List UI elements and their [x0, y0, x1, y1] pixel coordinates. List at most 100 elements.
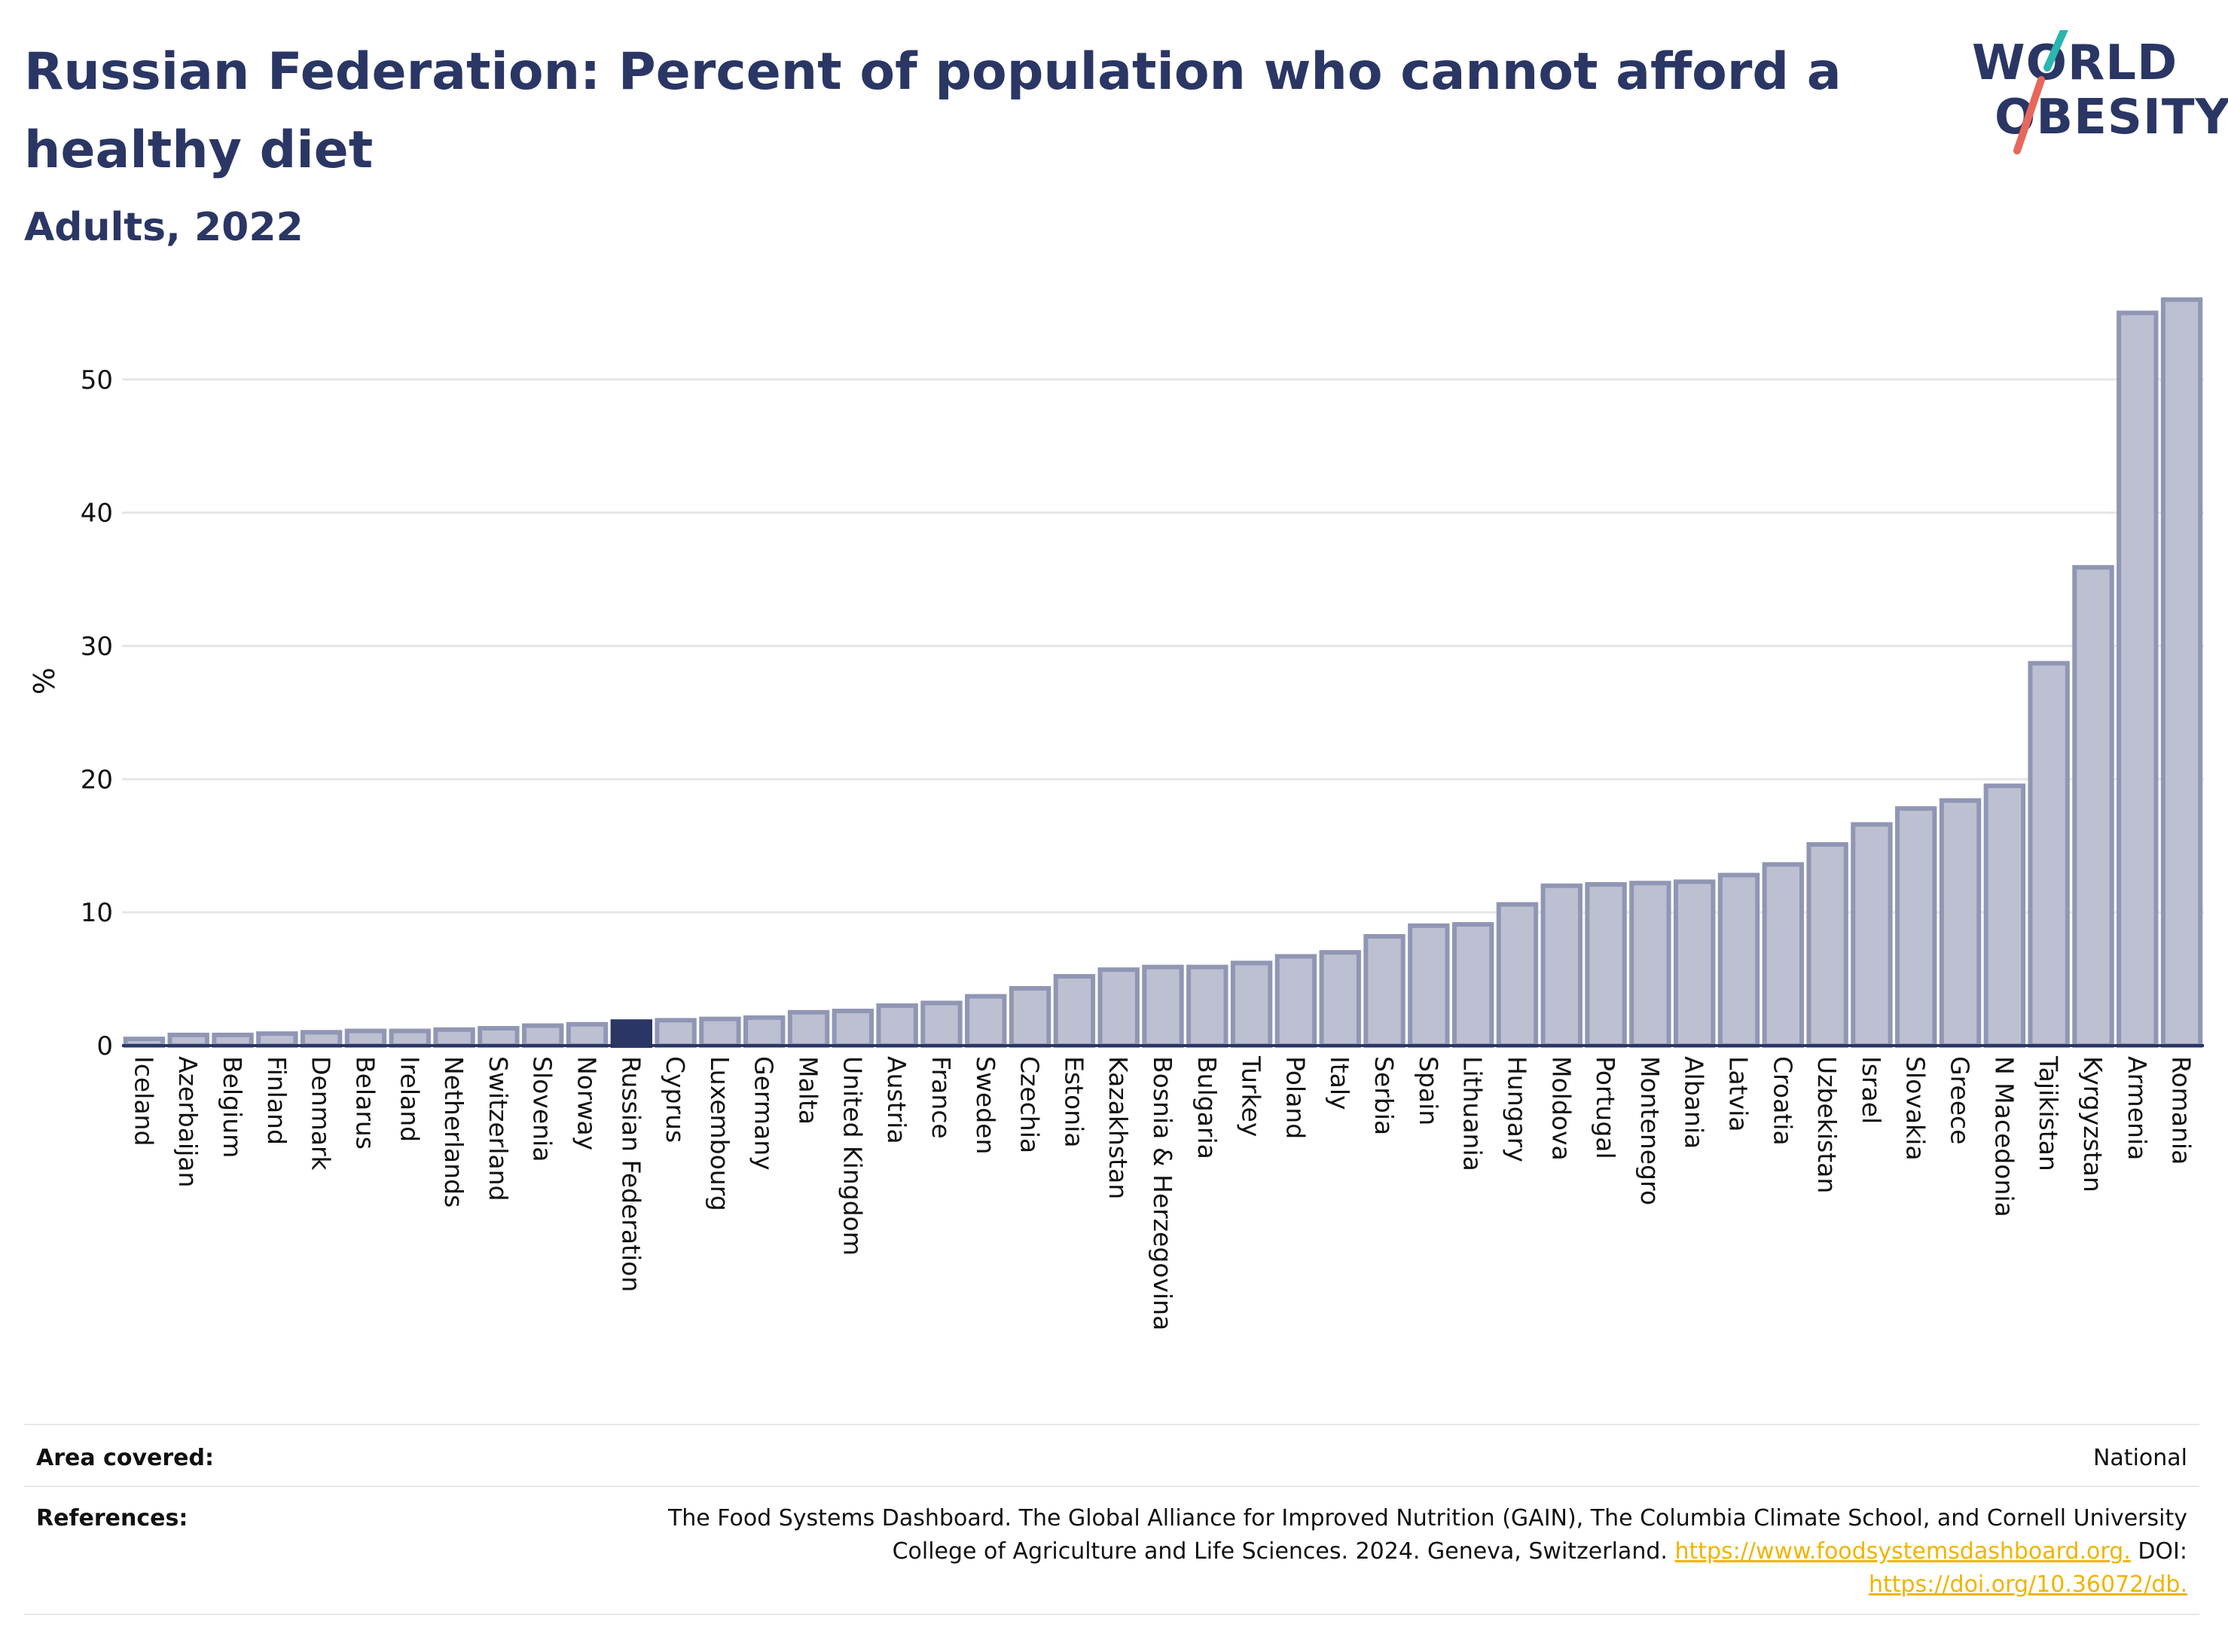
x-tick-label: Hungary [1502, 1056, 1531, 1162]
bar[interactable] [1806, 841, 1848, 1049]
bar[interactable] [876, 1003, 918, 1049]
bar[interactable] [1408, 923, 1450, 1048]
x-tick-label: Denmark [307, 1056, 336, 1171]
x-tick-label: Croatia [1768, 1056, 1797, 1146]
bar[interactable] [965, 994, 1007, 1048]
bar[interactable] [2160, 297, 2203, 1049]
bar[interactable] [433, 1027, 475, 1048]
references-label: References: [36, 1505, 188, 1531]
x-tick-label: Tajikistan [2034, 1055, 2063, 1171]
x-tick-label: Finland [262, 1056, 291, 1145]
x-tick-label: Luxembourg [705, 1056, 734, 1211]
bar[interactable] [1585, 882, 1627, 1048]
x-tick-label: Romania [2167, 1056, 2196, 1165]
x-tick-label: Serbia [1369, 1056, 1399, 1135]
bar[interactable] [1895, 806, 1937, 1049]
y-tick-label: 10 [81, 898, 113, 928]
bar[interactable] [1142, 964, 1184, 1048]
x-tick-label: N Macedonia [1989, 1056, 2019, 1217]
x-tick-label: Czechia [1015, 1056, 1045, 1153]
x-tick-label: Cyprus [661, 1056, 690, 1143]
references-text: The Food Systems Dashboard. The Global A… [530, 1502, 2187, 1602]
x-tick-label: Belarus [350, 1056, 380, 1150]
x-tick-label: Malta [794, 1056, 823, 1125]
y-axis-label: % [28, 667, 61, 695]
area-covered-row: Area covered: National [24, 1439, 2199, 1484]
doi-label: DOI: [2138, 1538, 2187, 1565]
bar[interactable] [1540, 883, 1582, 1049]
bar[interactable] [920, 1000, 963, 1048]
y-tick-labels: 0 10 20 30 40 50 [81, 365, 113, 1061]
x-tick-label: France [926, 1056, 956, 1139]
x-tick-label: United Kingdom [838, 1056, 867, 1256]
bar[interactable] [256, 1031, 298, 1049]
x-tick-label: Austria [882, 1056, 911, 1144]
x-tick-label: Bulgaria [1192, 1056, 1222, 1159]
x-tick-label: Portugal [1591, 1056, 1620, 1159]
logo-word-world: WORLD [1972, 35, 2178, 91]
bar[interactable] [832, 1009, 874, 1049]
bar[interactable] [344, 1028, 387, 1048]
y-tick-label: 20 [81, 765, 113, 795]
bar[interactable] [566, 1021, 609, 1048]
bar[interactable] [167, 1032, 209, 1049]
chart-title: Russian Federation: Percent of populatio… [24, 42, 1842, 180]
x-tick-label: Italy [1325, 1056, 1354, 1110]
footer-divider-middle [24, 1486, 2199, 1487]
bar[interactable] [1762, 862, 1805, 1049]
footer-divider-bottom [24, 1614, 2199, 1615]
x-tick-label: Iceland [129, 1056, 158, 1146]
footer-divider-top [24, 1424, 2199, 1425]
bar[interactable] [2072, 565, 2114, 1048]
x-tick-label: Kazakhstan [1103, 1056, 1133, 1199]
bar[interactable] [212, 1032, 254, 1049]
bar[interactable] [743, 1015, 786, 1048]
bar[interactable] [1009, 985, 1051, 1048]
world-obesity-logo[interactable]: WORLD OBESITY [1966, 30, 2228, 166]
x-tick-label: Moldova [1546, 1056, 1576, 1161]
bar[interactable] [2117, 310, 2159, 1049]
x-tick-label: Kyrgyzstan [2078, 1056, 2107, 1192]
bar[interactable] [610, 1019, 652, 1048]
x-tick-label: Netherlands [439, 1056, 468, 1208]
bar[interactable] [1363, 933, 1405, 1049]
x-tick-label: Slovakia [1901, 1056, 1930, 1161]
bar[interactable] [1186, 964, 1228, 1048]
bar[interactable] [478, 1026, 520, 1048]
y-tick-label: 50 [81, 365, 113, 395]
bar[interactable] [1274, 954, 1317, 1049]
bar[interactable] [1851, 822, 1893, 1048]
bar[interactable] [521, 1023, 564, 1049]
x-tick-label: Switzerland [484, 1056, 513, 1202]
x-tick-label: Russian Federation [616, 1056, 646, 1292]
bar[interactable] [1053, 974, 1096, 1049]
bar[interactable] [1674, 879, 1716, 1048]
x-tick-label: Germany [749, 1056, 779, 1171]
bar[interactable] [1319, 950, 1361, 1048]
bar[interactable] [655, 1018, 697, 1049]
x-tick-label: Lithuania [1458, 1056, 1488, 1171]
x-tick-label: Spain [1414, 1056, 1443, 1125]
x-tick-label: Albania [1680, 1056, 1709, 1149]
grid-lines [122, 378, 2204, 914]
bar[interactable] [300, 1030, 343, 1049]
bar[interactable] [1629, 881, 1671, 1048]
reference-line-3: https://doi.org/10.36072/db. [530, 1568, 2187, 1602]
bar[interactable] [1717, 872, 1760, 1048]
bar-chart: 0 10 20 30 40 50 Iceland Azerbaijan Belgium Finl… [28, 297, 2204, 1330]
bar[interactable] [389, 1028, 431, 1048]
bar[interactable] [1230, 960, 1273, 1049]
bar[interactable] [1983, 783, 2026, 1048]
bar[interactable] [787, 1009, 830, 1049]
bar[interactable] [1496, 902, 1539, 1048]
bar[interactable] [1451, 922, 1494, 1048]
x-tick-label: Montenegro [1635, 1056, 1665, 1205]
references-row: References: The Food Systems Dashboard. … [24, 1499, 2199, 1612]
bar[interactable] [1097, 967, 1140, 1049]
bar[interactable] [1939, 798, 1982, 1048]
doi-link[interactable]: https://doi.org/10.36072/db. [1869, 1571, 2187, 1598]
foodsystems-dashboard-link[interactable]: https://www.foodsystemsdashboard.org. [1674, 1538, 2131, 1565]
bar[interactable] [2028, 661, 2070, 1048]
logo-slash-icon [2013, 30, 2068, 154]
bar[interactable] [699, 1016, 741, 1049]
